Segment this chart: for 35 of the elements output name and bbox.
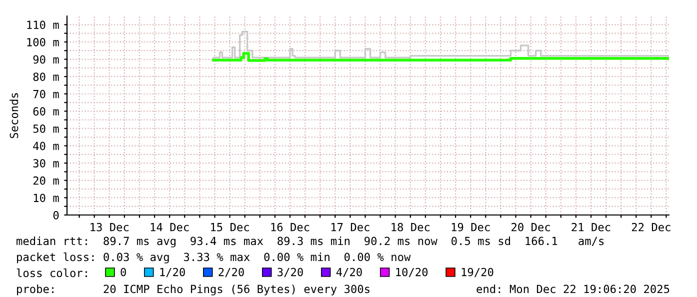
y-tick-label: 0 xyxy=(53,211,59,220)
legend-label: 19/20 xyxy=(462,268,494,278)
x-tick-label: 22 Dec xyxy=(632,222,670,232)
y-tick-label: 50 m xyxy=(33,124,59,133)
y-tick-label: 30 m xyxy=(33,159,59,168)
legend-label: 1/20 xyxy=(160,268,185,278)
x-tick-label: 16 Dec xyxy=(271,222,310,232)
y-tick-label: 60 m xyxy=(33,107,59,116)
text: packet loss: 0.03 % avg 3.33 % max 0.00 % min 0.00 % now xyxy=(17,252,411,264)
y-tick-label: 110 m xyxy=(27,20,59,30)
legend-label: 10/20 xyxy=(396,268,428,278)
x-tick-label: 21 Dec xyxy=(572,222,610,232)
text: end: Mon Dec 22 19:06:20 2025 xyxy=(476,284,670,294)
y-tick-label: 90 m xyxy=(33,55,59,64)
x-tick-label: 17 Dec xyxy=(331,223,370,232)
y-tick-label: 80 m xyxy=(33,72,59,81)
text: probe: 20 ICMP Echo Pings (56 Bytes) every 300s xyxy=(17,284,370,296)
y-tick-label: 10 m xyxy=(34,194,59,202)
legend-label: 3/20 xyxy=(278,268,303,278)
x-tick-label: 18 Dec xyxy=(392,222,430,232)
y-tick-label: 70 m xyxy=(33,90,59,98)
x-tick-label: 19 Dec xyxy=(452,222,490,232)
y-tick-label: 100 m xyxy=(27,38,59,46)
y-tick-label: 20 m xyxy=(33,176,59,185)
x-tick-label: 13 Dec xyxy=(90,222,129,232)
x-tick-label: 14 Dec xyxy=(150,223,189,232)
x-tick-label: 20 Dec xyxy=(512,222,550,232)
y-axis-title: Seconds xyxy=(10,93,18,138)
legend-label: 4/20 xyxy=(336,268,362,278)
x-tick-label: 15 Dec xyxy=(211,223,249,232)
y-tick-label: 40 m xyxy=(33,142,59,150)
legend-label: 2/20 xyxy=(218,268,244,278)
legend-title: loss color: xyxy=(16,268,87,278)
text: median rtt: 89.7 ms avg 93.4 ms max 89.3 ms min 90.2 ms now 0.5 ms sd 166.1 am/s xyxy=(16,236,604,248)
legend-label: 0 xyxy=(120,268,126,276)
